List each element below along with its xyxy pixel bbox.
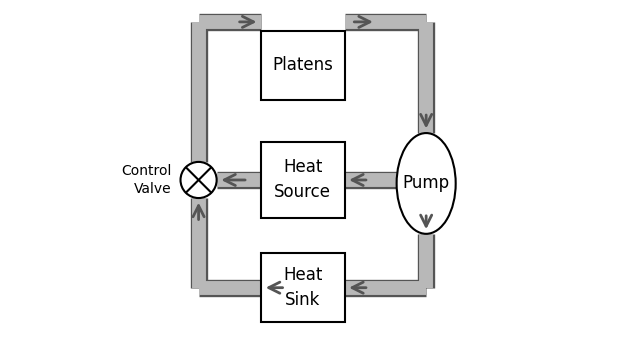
Text: Control
Valve: Control Valve: [121, 164, 172, 196]
Text: Heat
Source: Heat Source: [274, 158, 331, 202]
Text: Platens: Platens: [272, 56, 333, 74]
Text: Pump: Pump: [402, 174, 450, 192]
Circle shape: [181, 162, 217, 198]
Ellipse shape: [397, 133, 455, 234]
FancyBboxPatch shape: [261, 142, 345, 218]
FancyBboxPatch shape: [261, 253, 345, 322]
Text: Heat
Sink: Heat Sink: [283, 266, 323, 309]
FancyBboxPatch shape: [261, 31, 345, 100]
